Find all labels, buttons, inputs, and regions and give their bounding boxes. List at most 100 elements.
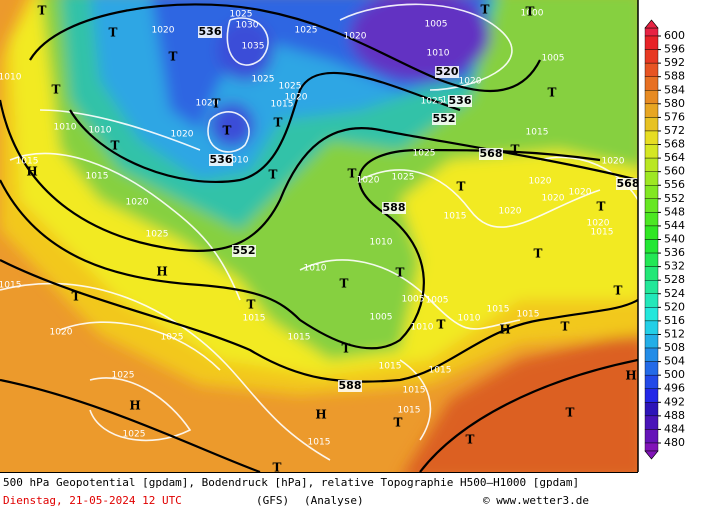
isobar-label: 1015	[271, 100, 294, 110]
isobar-label: 1015	[444, 212, 467, 222]
colorbar-segment	[644, 429, 659, 444]
colorbar-segment	[644, 171, 659, 186]
isobar-label: 1005	[370, 313, 393, 323]
colorbar-segment	[644, 239, 659, 254]
isobar-label: 1000	[521, 9, 544, 19]
pressure-center: T	[348, 167, 357, 181]
colorbar-segment	[644, 266, 659, 281]
pressure-center: T	[38, 4, 47, 18]
isobar-label: 1010	[411, 323, 434, 333]
geopotential-label: 568	[617, 177, 640, 190]
colorbar-tick-label: 588	[664, 70, 685, 83]
colorbar-segment	[644, 103, 659, 118]
colorbar-segment	[644, 374, 659, 389]
isobar-label: 1015	[517, 310, 540, 320]
colorbar-segment	[644, 361, 659, 376]
pressure-center: H	[26, 165, 37, 179]
colorbar-tick-label: 584	[664, 83, 685, 96]
colorbar: 6005965925885845805765725685645605565525…	[644, 19, 685, 460]
isobar-label: 1025	[392, 173, 415, 183]
isobar-label: 1020	[587, 219, 610, 229]
isobar-label: 1005	[542, 54, 565, 64]
colorbar-segment	[644, 130, 659, 145]
map-area: 1020 103010251035102510201005101010201005…	[0, 0, 640, 472]
isobar-label: 1015	[429, 366, 452, 376]
isobar-label: 1015	[403, 386, 426, 396]
geopotential-label: 588	[383, 201, 406, 214]
pressure-center: T	[561, 320, 570, 334]
colorbar-segment	[644, 157, 659, 172]
geopotential-label-bg	[432, 113, 456, 125]
colorbar-tick-label: 520	[664, 300, 685, 313]
isobar-label: 1020	[499, 207, 522, 217]
colorbar-tick-label: 512	[664, 327, 685, 340]
geopotential-label-bg	[448, 95, 472, 107]
colorbar-tick-label: 572	[664, 124, 685, 137]
colorbar-segment	[644, 402, 659, 417]
geopotential-label: 536	[449, 94, 472, 107]
pressure-center: T	[72, 290, 81, 304]
geopotential-label-bg	[198, 26, 222, 38]
isobar-label: 1005	[426, 296, 449, 306]
pressure-center: T	[481, 3, 490, 17]
isobar-label: 1015	[398, 406, 421, 416]
colorbar-tick-label: 544	[664, 219, 685, 232]
colorbar-tick-label: 532	[664, 260, 685, 273]
geopotential-label-bg	[338, 380, 362, 392]
colorbar-tick-label: 576	[664, 110, 685, 123]
pressure-center: T	[340, 277, 349, 291]
colorbar-arrow	[644, 19, 659, 29]
colorbar-segment	[644, 76, 659, 91]
isobar-label: 1015	[591, 228, 614, 238]
footer-date: Dienstag, 21-05-2024 12 UTC	[3, 494, 182, 507]
pressure-center: T	[396, 266, 405, 280]
isobar-label: 1015	[243, 314, 266, 324]
geopotential-label: 536	[199, 25, 222, 38]
isobar-label: 1015	[308, 438, 331, 448]
geopotential-label-bg	[382, 202, 406, 214]
colorbar-segment	[644, 212, 659, 227]
geopotential-label: 552	[233, 244, 256, 257]
pressure-center: T	[614, 284, 623, 298]
colorbar-segment	[644, 320, 659, 335]
isobar-label: 1015	[86, 172, 109, 182]
colorbar-segment	[644, 185, 659, 200]
isobar-label: 1025	[112, 371, 135, 381]
colorbar-segment	[644, 62, 659, 77]
pressure-center: T	[566, 406, 575, 420]
colorbar-tick-label: 536	[664, 246, 685, 259]
pressure-center: T	[342, 342, 351, 356]
isobar-label: 1025	[295, 26, 318, 36]
colorbar-segment	[644, 252, 659, 267]
isobar-label: 1015	[487, 305, 510, 315]
colorbar-tick-label: 508	[664, 341, 685, 354]
colorbar-segment	[644, 347, 659, 362]
isobar-label: 1020	[196, 99, 219, 109]
isobar-label: 1010	[54, 123, 77, 133]
isobar-label: 1015	[379, 362, 402, 372]
colorbar-tick-label: 500	[664, 368, 685, 381]
colorbar-tick-label: 592	[664, 56, 685, 69]
pressure-center: T	[274, 116, 283, 130]
isobar-label: 1025	[252, 75, 275, 85]
isobar-label: 1020	[529, 177, 552, 187]
isobar-label: 1015	[0, 281, 21, 291]
colorbar-tick-label: 480	[664, 436, 685, 449]
isobar-label: 1025	[230, 10, 253, 20]
isobar-label: 1025	[161, 333, 184, 343]
colorbar-segment	[644, 90, 659, 105]
isobar-label: 1010	[226, 156, 249, 166]
pressure-center: T	[437, 318, 446, 332]
geopotential-label-bg	[616, 178, 638, 190]
geopotential-label: 536	[210, 153, 233, 166]
colorbar-tick-label: 528	[664, 273, 685, 286]
pressure-center: T	[111, 139, 120, 153]
colorbar-segment	[644, 117, 659, 132]
isobar-label: 1010	[370, 238, 393, 248]
pressure-center: T	[466, 433, 475, 447]
geopotential-label: 568	[480, 147, 503, 160]
colorbar-tick-label: 524	[664, 287, 685, 300]
colorbar-tick-label: 540	[664, 233, 685, 246]
colorbar-tick-label: 552	[664, 192, 685, 205]
colorbar-tick-label: 596	[664, 43, 685, 56]
